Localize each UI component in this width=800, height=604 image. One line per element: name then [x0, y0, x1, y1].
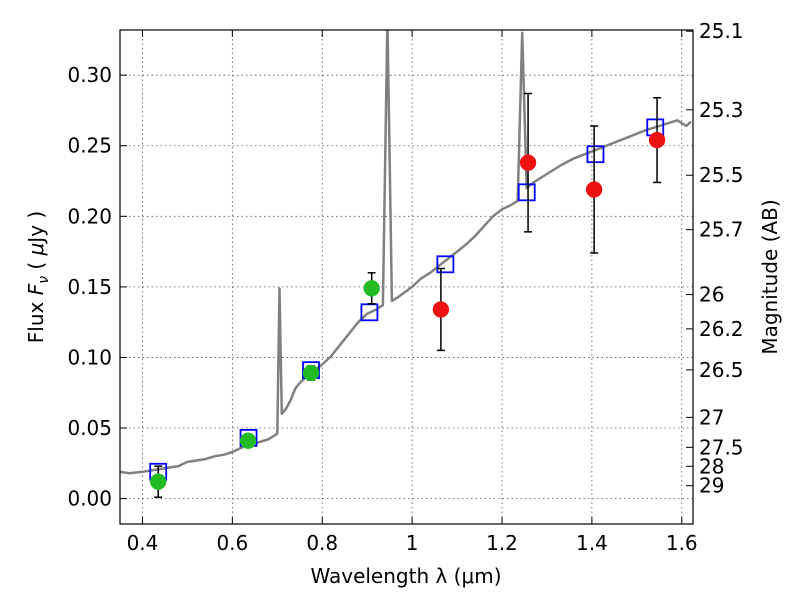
model-point [517, 183, 536, 202]
y-tick-label: 0.20 [67, 204, 112, 228]
mag-tick-label: 26.5 [699, 358, 744, 382]
y-tick-label: 0.10 [67, 345, 112, 369]
x-tick-label: 1.4 [576, 531, 608, 555]
model-point [436, 255, 455, 274]
x-tick-label: 0.4 [127, 531, 159, 555]
plot-frame [119, 29, 694, 525]
y-axis-label: Flux Fν ( μJy ) [24, 211, 52, 343]
red-point [432, 301, 450, 318]
green-point [149, 473, 167, 490]
x-tick-label: 1 [406, 531, 419, 555]
mag-tick-label: 29 [699, 474, 724, 498]
x-tick-label: 1.6 [666, 531, 698, 555]
mag-tick-label: 28 [699, 454, 724, 478]
green-point [302, 364, 320, 382]
mag-tick-label: 27.5 [699, 435, 744, 459]
green-point [239, 432, 257, 449]
x-tick-label: 0.6 [216, 531, 248, 555]
mag-tick-label: 25.3 [699, 98, 744, 122]
y2-axis-label: Magnitude (AB) [758, 199, 782, 354]
mag-tick-label: 25.1 [699, 19, 744, 43]
x-tick-label: 0.8 [306, 531, 338, 555]
model-point [586, 145, 605, 164]
red-point [585, 181, 603, 198]
red-point [648, 131, 666, 149]
y-tick-label: 0.00 [67, 487, 112, 511]
mag-tick-label: 25.7 [699, 218, 744, 242]
axes: 0.4 0.6 0.8 1 1.2 1.4 1.6 0.00 0.05 0.10 0.15 0.20 0… [67, 19, 743, 555]
x-tick-label: 1.2 [486, 531, 518, 555]
y-tick-label: 0.30 [67, 63, 112, 87]
plot-area [120, 30, 692, 498]
green-point [363, 280, 380, 297]
y-tick-label: 0.25 [67, 134, 112, 158]
y-tick-label: 0.05 [67, 416, 112, 440]
spectrum-line [120, 30, 692, 475]
x-axis-label: Wavelength λ (μm) [310, 564, 501, 588]
mag-tick-label: 26 [699, 283, 724, 307]
mag-tick-label: 26.2 [699, 317, 744, 341]
y-tick-label: 0.15 [67, 275, 112, 299]
grid [120, 30, 693, 524]
mag-tick-label: 27 [699, 405, 724, 429]
red-point [519, 154, 537, 171]
mag-tick-label: 25.5 [699, 163, 744, 187]
